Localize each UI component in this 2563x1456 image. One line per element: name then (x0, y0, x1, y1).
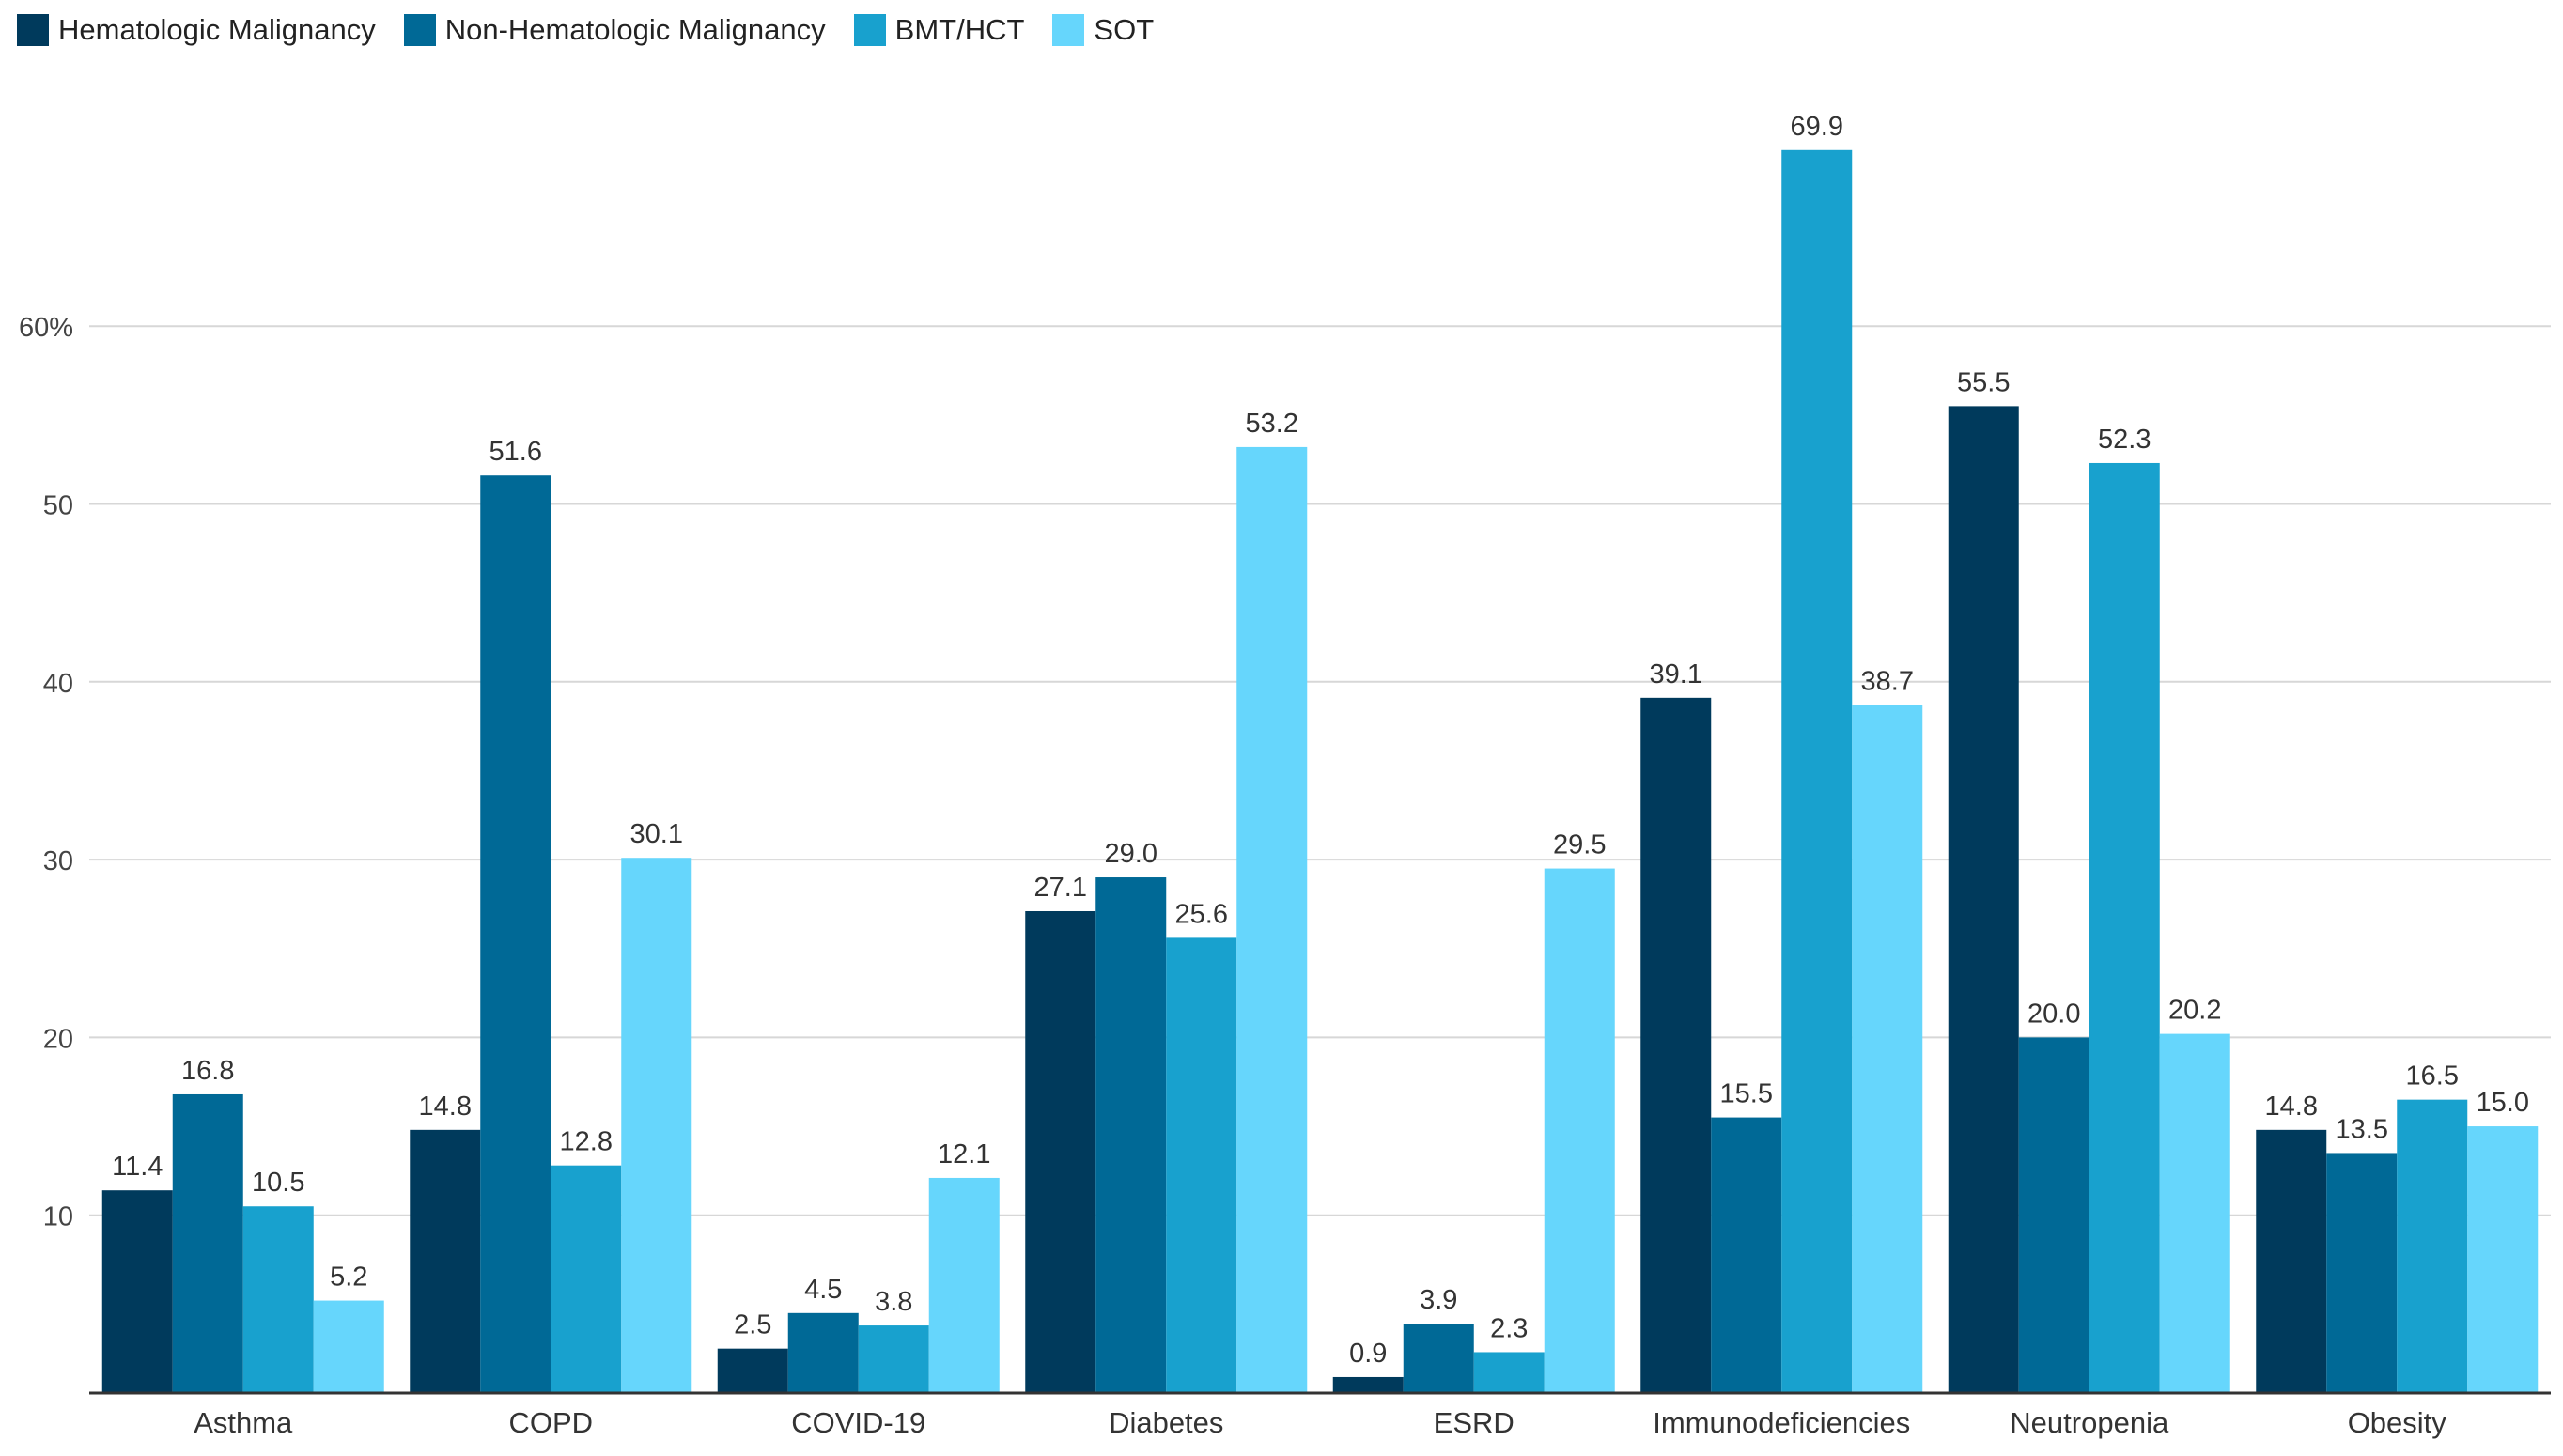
y-tick-label: 30 (43, 846, 73, 876)
data-label: 16.5 (2406, 1061, 2459, 1092)
data-label: 15.0 (2477, 1088, 2529, 1118)
x-tick-label: Obesity (2348, 1406, 2447, 1439)
bar (313, 1300, 384, 1393)
bar (551, 1165, 622, 1393)
legend-label: SOT (1094, 13, 1155, 46)
data-label: 0.9 (1349, 1339, 1387, 1369)
data-label: 12.8 (560, 1127, 613, 1157)
bar (1473, 1352, 1545, 1393)
label-layer: 11.4 16.8 10.5 5.2 14.8 51.6 12.8 30.1 2.5 4.5 3.8… (112, 112, 2529, 1369)
x-tick-label: Immunodeficiencies (1653, 1406, 1910, 1439)
bar-layer (101, 149, 2539, 1394)
legend-item-hematologic-malignancy: Hematologic Malignancy (17, 13, 376, 47)
bar (1640, 697, 1712, 1393)
bar (2089, 462, 2160, 1393)
bar (1166, 937, 1237, 1393)
bar (928, 1177, 1000, 1393)
data-label: 39.1 (1650, 659, 1702, 689)
data-label: 38.7 (1861, 666, 1914, 696)
bar (2397, 1099, 2468, 1393)
y-tick-label: 60% (19, 313, 73, 343)
bar (1025, 910, 1096, 1393)
legend-item-non-hematologic-malignancy: Non-Hematologic Malignancy (403, 13, 826, 47)
data-label: 29.5 (1553, 830, 1606, 860)
y-tick-label: 10 (43, 1202, 73, 1232)
data-label: 30.1 (630, 819, 683, 849)
legend-swatch (1052, 14, 1085, 46)
data-label: 27.1 (1034, 873, 1087, 903)
data-label: 12.1 (938, 1139, 990, 1169)
bar (1544, 868, 1615, 1393)
bar (410, 1129, 481, 1393)
bar (858, 1325, 929, 1393)
legend-label: Non-Hematologic Malignancy (444, 13, 826, 46)
data-label: 3.9 (1420, 1285, 1457, 1315)
bar (2159, 1033, 2230, 1393)
bar (2326, 1153, 2398, 1393)
data-label: 52.3 (2098, 425, 2151, 455)
bar (621, 858, 692, 1393)
bar (2018, 1037, 2089, 1393)
data-label: 25.6 (1175, 899, 1228, 929)
data-label: 13.5 (2336, 1114, 2388, 1144)
legend: Hematologic Malignancy Non-Hematologic M… (17, 13, 1154, 47)
y-tick-label: 20 (43, 1024, 73, 1054)
data-label: 14.8 (2265, 1092, 2318, 1122)
bar (2256, 1129, 2327, 1393)
bar (242, 1206, 314, 1393)
data-label: 20.0 (2027, 999, 2080, 1029)
data-label: 5.2 (330, 1262, 367, 1293)
bar (1711, 1117, 1782, 1393)
data-label: 4.5 (804, 1275, 842, 1305)
data-label: 2.5 (734, 1310, 771, 1340)
data-label: 55.5 (1957, 367, 2010, 397)
y-tick-label: 40 (43, 669, 73, 699)
data-label: 53.2 (1246, 409, 1298, 439)
legend-item-sot: SOT (1052, 13, 1154, 47)
data-label: 29.0 (1105, 839, 1157, 869)
bar (1236, 446, 1308, 1393)
bar (1332, 1376, 1404, 1393)
bar (480, 475, 551, 1393)
bar (1948, 406, 2019, 1393)
bar (1852, 705, 1923, 1393)
bar (1095, 877, 1167, 1393)
x-tick-label: COPD (508, 1406, 593, 1439)
data-label: 2.3 (1490, 1313, 1528, 1343)
x-tick-label: Asthma (194, 1406, 293, 1439)
y-tick-label: 50 (43, 491, 73, 521)
x-tick-label: COVID-19 (791, 1406, 925, 1439)
legend-swatch (17, 14, 49, 46)
data-label: 11.4 (112, 1152, 163, 1182)
x-tick-label: Neutropenia (2010, 1406, 2169, 1439)
legend-label: Hematologic Malignancy (58, 13, 376, 46)
data-label: 16.8 (181, 1056, 234, 1086)
bar (1781, 149, 1853, 1394)
bar (1403, 1324, 1474, 1393)
legend-label: BMT/HCT (894, 13, 1025, 46)
data-label: 69.9 (1791, 112, 1843, 142)
data-label: 10.5 (252, 1168, 304, 1198)
legend-swatch (403, 14, 436, 46)
bar (2467, 1126, 2539, 1393)
data-label: 14.8 (419, 1092, 472, 1122)
bar (172, 1093, 243, 1393)
axis-layer: 10 20 30 40 50 60% Asthma COPD COVID-19 Diabetes E… (19, 313, 2551, 1439)
bar (101, 1190, 173, 1393)
data-label: 20.2 (2168, 996, 2221, 1026)
data-label: 15.5 (1720, 1079, 1773, 1109)
legend-swatch (853, 14, 886, 46)
data-label: 51.6 (489, 437, 542, 467)
data-label: 3.8 (875, 1287, 912, 1317)
x-tick-label: ESRD (1434, 1406, 1514, 1439)
bar (717, 1348, 788, 1393)
x-tick-label: Diabetes (1109, 1406, 1223, 1439)
legend-item-bmt-hct: BMT/HCT (853, 13, 1025, 47)
bar (787, 1312, 859, 1393)
